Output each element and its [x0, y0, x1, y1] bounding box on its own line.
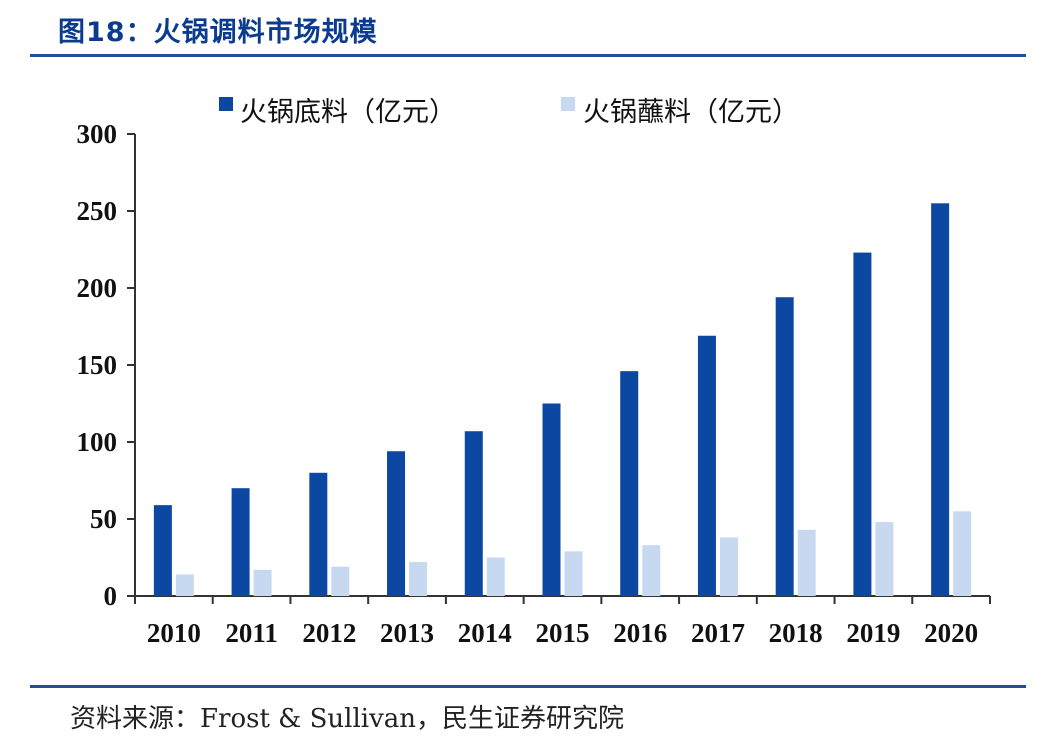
y-tick-label: 300 [77, 119, 118, 149]
bar-series-1-2014 [486, 557, 505, 596]
x-tick-label: 2011 [225, 618, 278, 648]
bar-series-0-2013 [387, 451, 406, 596]
legend: 火锅底料（亿元） 火锅蘸料（亿元） [219, 97, 799, 128]
x-tick-label: 2013 [380, 618, 434, 648]
x-tick-label: 2016 [613, 618, 667, 648]
y-tick-label: 200 [77, 273, 118, 303]
bar-series-0-2014 [464, 431, 483, 596]
title-divider [30, 54, 1026, 57]
bar-series-0-2015 [542, 403, 561, 596]
y-tick-label: 0 [104, 581, 118, 611]
figure-title: 图18：火锅调料市场规模 [58, 17, 378, 48]
x-tick-label: 2018 [769, 618, 823, 648]
bar-series-1-2015 [564, 551, 583, 596]
source-divider [30, 685, 1026, 688]
bar-series-1-2016 [642, 545, 661, 596]
x-tick-label: 2019 [846, 618, 900, 648]
y-tick-label: 150 [77, 350, 118, 380]
bar-series-0-2017 [697, 335, 716, 596]
bar-series-1-2018 [797, 529, 816, 596]
legend-swatch-series-1 [561, 97, 575, 111]
bar-series-0-2018 [775, 297, 794, 596]
x-tick-label: 2014 [458, 618, 512, 648]
bar-series-1-2011 [253, 569, 272, 596]
bar-series-1-2012 [331, 566, 350, 596]
bar-series-1-2013 [409, 562, 428, 596]
bar-series-0-2020 [931, 203, 950, 597]
x-tick-label: 2012 [302, 618, 356, 648]
x-tick-label: 2020 [924, 618, 978, 648]
y-axis: 0 50 100 150 200 250 300 [77, 119, 136, 611]
bar-series-0-2010 [153, 505, 172, 596]
y-tick-label: 250 [77, 196, 118, 226]
source-note: 资料来源：Frost & Sullivan，民生证券研究院 [70, 704, 625, 734]
bar-series-0-2012 [309, 472, 328, 596]
bar-series-0-2011 [231, 488, 250, 596]
bar-series-1-2010 [175, 574, 194, 596]
bar-series-0-2016 [620, 371, 639, 596]
bar-series-0-2019 [853, 252, 872, 596]
y-tick-label: 50 [90, 504, 117, 534]
x-tick-label: 2010 [147, 618, 201, 648]
legend-swatch-series-0 [219, 97, 233, 111]
bar-series-1-2017 [719, 537, 738, 596]
x-axis: 2010 2011 2012 2013 2014 2015 2016 2017 2018 2019… [134, 595, 991, 648]
bar-series-1-2019 [875, 522, 894, 596]
bars [153, 203, 972, 597]
bar-series-1-2020 [953, 511, 972, 596]
legend-label-series-1: 火锅蘸料（亿元） [583, 97, 799, 128]
x-tick-label: 2015 [536, 618, 590, 648]
x-tick-label: 2017 [691, 618, 745, 648]
y-tick-label: 100 [77, 427, 118, 457]
legend-label-series-0: 火锅底料（亿元） [240, 97, 456, 128]
